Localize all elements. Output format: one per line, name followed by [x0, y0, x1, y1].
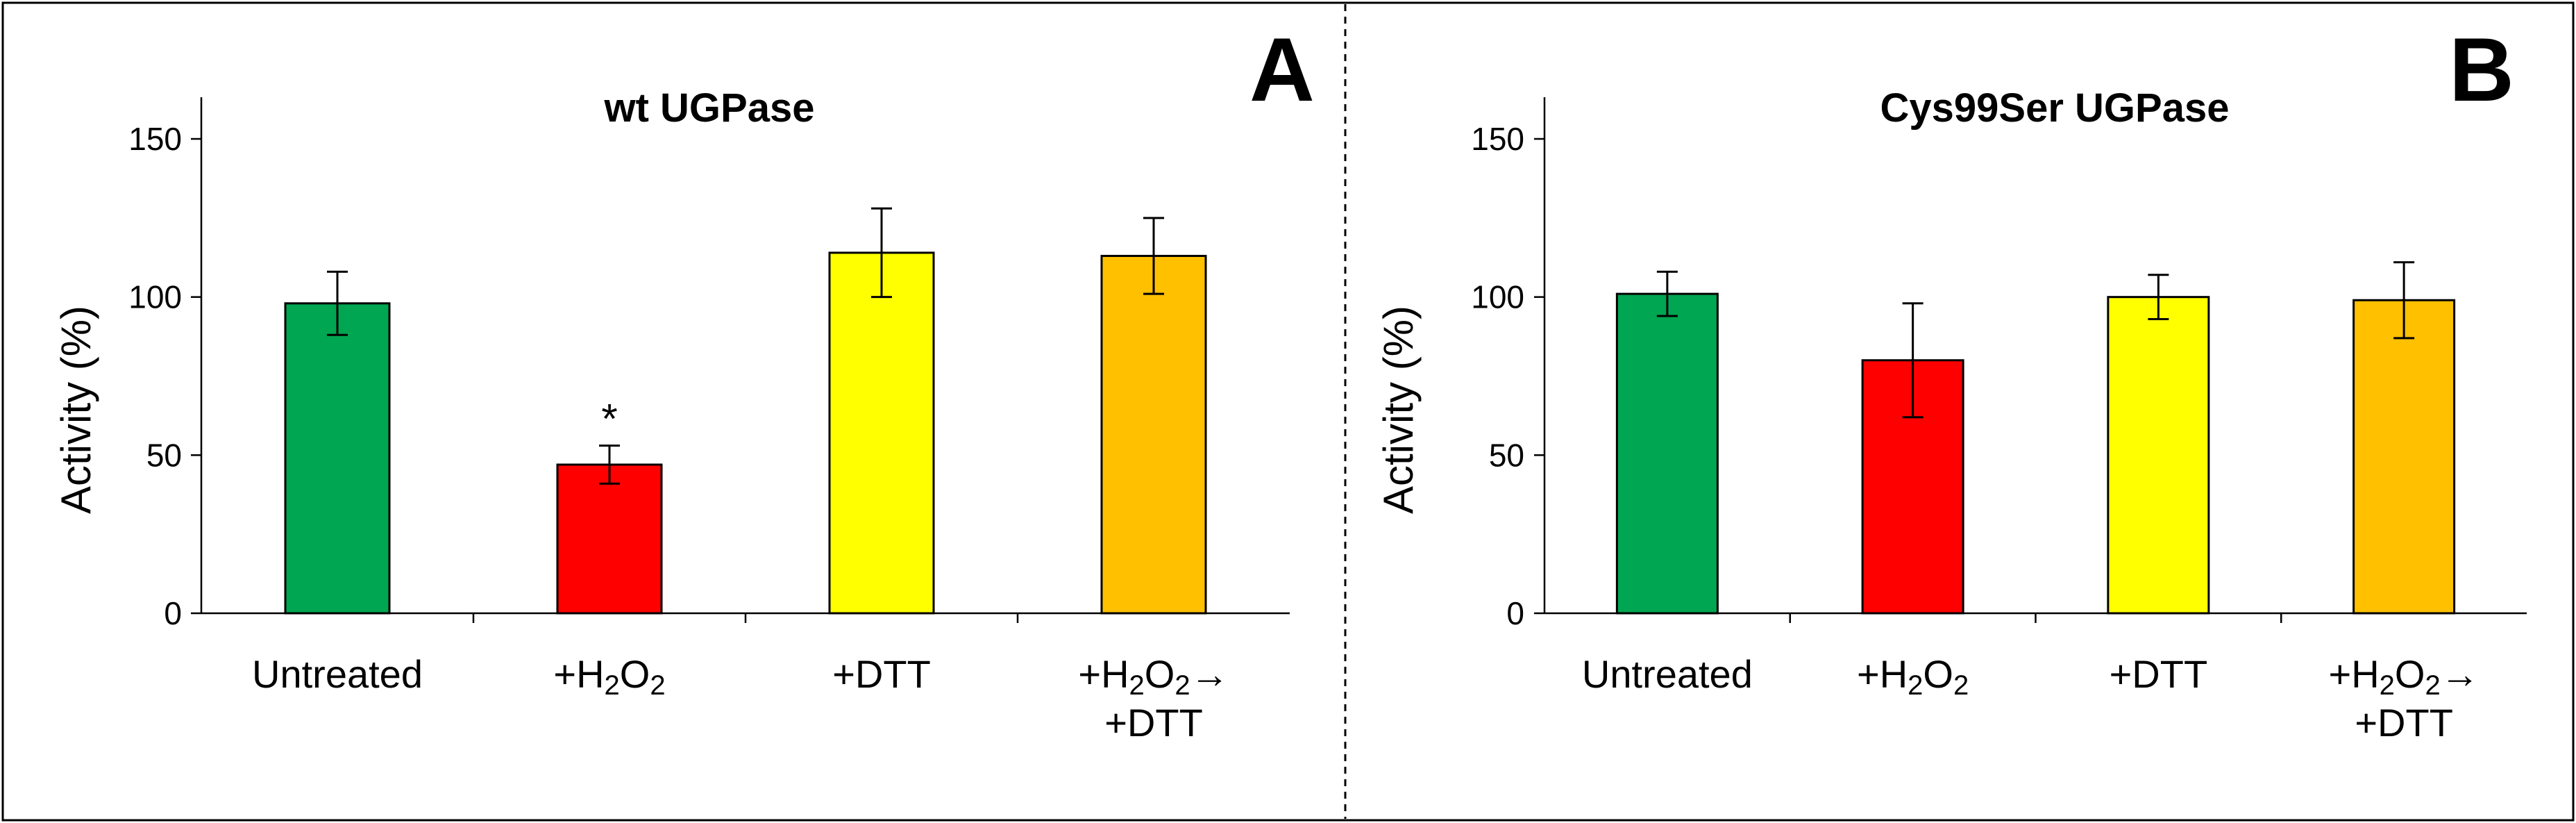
y-axis-label: Activity (%)	[1375, 306, 1422, 514]
category-label: +DTT	[1104, 701, 1203, 745]
panel-a: A wt UGPase Activity (%) 0 50 100 150 Untrea…	[53, 19, 1315, 745]
panel-b: B Cys99Ser UGPase Activity (%) 0 50 100 150…	[1375, 19, 2527, 745]
y-axis-label: Activity (%)	[53, 306, 99, 514]
bar	[2354, 300, 2455, 613]
bar	[557, 465, 662, 613]
category-label: Untreated	[1582, 652, 1753, 696]
bar	[1102, 256, 1206, 613]
panel-letter: A	[1249, 19, 1315, 120]
category-label: +DTT	[832, 652, 931, 696]
y-tick-label: 150	[128, 121, 182, 157]
bar	[285, 304, 389, 613]
y-tick-label: 100	[1471, 279, 1524, 315]
category-label: +DTT	[2110, 652, 2208, 696]
panel-letter: B	[2449, 19, 2514, 120]
category-label: +DTT	[2355, 701, 2453, 745]
y-tick-label: 50	[1489, 437, 1524, 473]
category-label: Untreated	[252, 652, 423, 696]
category-label: +H2O2→	[1078, 652, 1229, 701]
category-label: +H2O2	[553, 652, 665, 701]
bar	[830, 253, 934, 613]
significance-marker: *	[601, 396, 617, 442]
y-tick-label: 100	[128, 279, 182, 315]
bar	[1617, 294, 1717, 613]
chart-title: Cys99Ser UGPase	[1880, 85, 2230, 131]
bar	[2108, 297, 2209, 613]
category-label: +H2O2→	[2329, 652, 2480, 701]
chart-title: wt UGPase	[604, 85, 815, 131]
category-label: +H2O2	[1857, 652, 1969, 701]
y-tick-label: 150	[1471, 121, 1524, 157]
y-tick-label: 50	[146, 437, 182, 473]
y-tick-label: 0	[164, 595, 182, 631]
y-tick-label: 0	[1506, 595, 1524, 631]
